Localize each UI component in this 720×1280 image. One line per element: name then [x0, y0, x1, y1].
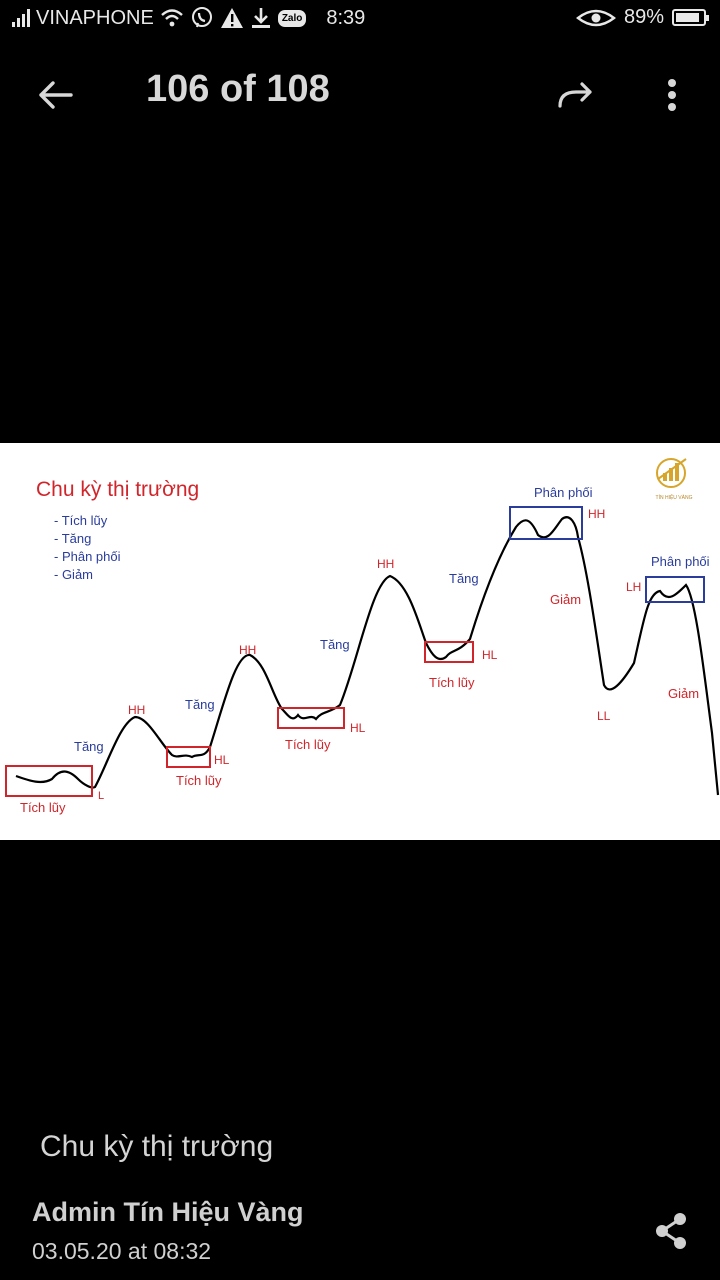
carrier-name: VINAPHONE — [36, 6, 154, 29]
accumulation-box — [277, 707, 345, 729]
label-tang: Tăng — [74, 739, 104, 754]
accumulation-box — [5, 765, 93, 797]
diagram-title: Chu kỳ thị trường — [36, 478, 199, 501]
share-button[interactable] — [646, 1206, 696, 1256]
legend-item: - Tăng — [54, 531, 91, 546]
forward-arrow-icon — [558, 82, 592, 108]
more-options-button[interactable] — [650, 70, 694, 120]
label-giam: Giảm — [668, 686, 699, 701]
accumulation-box — [166, 746, 211, 768]
label-tich-luy: Tích lũy — [176, 773, 222, 788]
download-icon — [251, 8, 270, 28]
label-tich-luy: Tích lũy — [20, 800, 66, 815]
price-curve — [15, 516, 720, 796]
label-l: L — [98, 790, 104, 802]
label-hl: HL — [350, 721, 366, 735]
market-cycle-diagram: Chu kỳ thị trường - Tích lũy - Tăng - Ph… — [5, 458, 720, 815]
distribution-box — [509, 506, 583, 540]
label-tich-luy: Tích lũy — [429, 675, 475, 690]
label-hl: HL — [214, 753, 230, 767]
label-lh: LH — [626, 580, 641, 594]
battery-percent: 89% — [623, 6, 664, 28]
share-icon — [656, 1213, 686, 1249]
distribution-box — [645, 576, 705, 603]
label-tang: Tăng — [185, 697, 215, 712]
photo-caption: Chu kỳ thị trường — [40, 1130, 274, 1163]
label-tang: Tăng — [320, 637, 350, 652]
brand-logo: TÍN HIỆU VÀNG — [656, 458, 693, 501]
label-giam: Giảm — [550, 592, 581, 607]
wifi-icon — [161, 9, 183, 27]
signal-icon — [12, 9, 30, 27]
status-bar: VINAPHONE Zalo 8:39 89% — [0, 0, 720, 36]
legend-item: - Phân phối — [54, 549, 121, 564]
legend-item: - Giảm — [54, 567, 93, 582]
svg-text:TÍN HIỆU VÀNG: TÍN HIỆU VÀNG — [656, 493, 693, 501]
clock: 8:39 — [326, 6, 366, 29]
ghost-text — [18, 160, 29, 205]
viewer-toolbar: 106 of 108 — [0, 52, 720, 132]
viber-icon — [191, 7, 212, 28]
label-phan-phoi: Phân phối — [534, 485, 593, 500]
back-button[interactable] — [30, 70, 80, 120]
more-vert-icon — [668, 79, 676, 111]
photo: Chu kỳ thị trường - Tích lũy - Tăng - Ph… — [0, 443, 720, 840]
photo-counter: 106 of 108 — [146, 68, 330, 110]
zalo-icon: Zalo — [277, 9, 307, 27]
label-phan-phoi: Phân phối — [651, 554, 710, 569]
accumulation-box — [424, 641, 474, 663]
label-hh: HH — [128, 703, 145, 717]
author-name[interactable]: Admin Tín Hiệu Vàng — [32, 1197, 304, 1227]
arrow-left-icon — [39, 81, 73, 109]
eye-icon — [576, 9, 616, 26]
legend-item: - Tích lũy — [54, 513, 108, 528]
label-hh: HH — [377, 557, 394, 571]
label-tich-luy: Tích lũy — [285, 737, 331, 752]
label-hh: HH — [239, 643, 256, 657]
label-hl: HL — [482, 648, 498, 662]
warning-icon — [220, 8, 243, 28]
label-hh: HH — [588, 507, 605, 521]
forward-button[interactable] — [548, 70, 604, 120]
battery-icon — [672, 9, 709, 26]
label-ll: LL — [597, 709, 611, 723]
post-date: 03.05.20 at 08:32 — [32, 1238, 212, 1264]
label-tang: Tăng — [449, 571, 479, 586]
